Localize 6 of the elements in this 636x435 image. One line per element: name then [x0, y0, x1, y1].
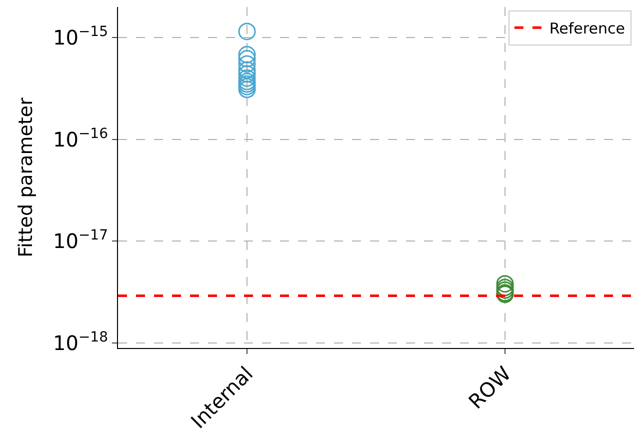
- y-axis-title: Fitted parameter: [14, 97, 37, 258]
- y-tick-label: 10$^{−18}$: [53, 329, 108, 355]
- y-tick-label: 10$^{−15}$: [53, 24, 108, 50]
- y-tick-label: 10$^{−16}$: [53, 126, 108, 152]
- legend-label: Reference: [549, 20, 625, 38]
- y-tick-label: 10$^{−17}$: [53, 228, 108, 254]
